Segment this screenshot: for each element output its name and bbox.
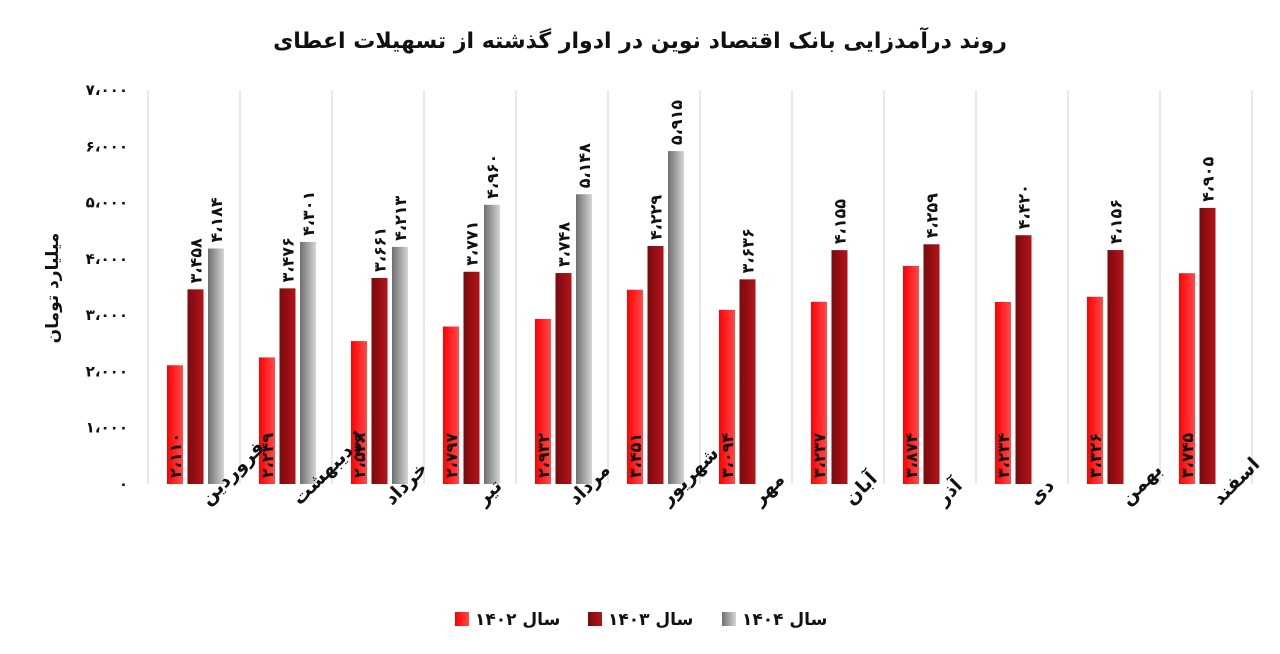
data-label: ۳،۴۵۱ xyxy=(626,433,645,478)
data-label: ۳،۲۳۷ xyxy=(810,433,829,478)
data-label: ۳،۸۷۴ xyxy=(902,433,921,478)
data-label: ۳،۷۴۸ xyxy=(555,222,574,267)
data-label: ۴،۲۵۹ xyxy=(923,193,942,238)
bar xyxy=(392,246,408,484)
data-label: ۴،۹۶۰ xyxy=(483,154,502,199)
y-axis-ticks: ۰ ۱،۰۰۰ ۲،۰۰۰ ۳،۰۰۰ ۴،۰۰۰ ۵،۰۰۰ ۶،۰۰۰ ۷،۰۰۰ xyxy=(86,81,128,493)
bar xyxy=(1015,235,1032,484)
bar xyxy=(668,151,684,484)
data-label: ۴،۲۱۳ xyxy=(391,195,410,240)
bar xyxy=(903,265,919,484)
legend: سال ۱۴۰۲ سال ۱۴۰۳ سال ۱۴۰۴ xyxy=(455,610,827,630)
bar xyxy=(555,273,572,484)
bar xyxy=(647,245,664,484)
bar xyxy=(995,301,1011,484)
bar xyxy=(811,301,827,484)
y-tick-label: ۴،۰۰۰ xyxy=(86,250,128,268)
data-label: ۴،۱۵۶ xyxy=(1107,199,1126,244)
bar xyxy=(208,248,224,484)
data-label: ۲،۷۹۷ xyxy=(442,433,461,478)
legend-swatch xyxy=(722,612,736,626)
data-label: ۳،۴۷۶ xyxy=(279,237,298,282)
bar xyxy=(371,277,388,484)
y-tick-label: ۱،۰۰۰ xyxy=(86,419,128,437)
bar xyxy=(719,309,735,484)
chart-title: روند درآمدزایی بانک اقتصاد نوین در ادوار… xyxy=(273,26,1007,54)
data-label: ۵،۱۴۸ xyxy=(575,143,594,188)
y-tick-label: ۶،۰۰۰ xyxy=(86,137,128,155)
bar xyxy=(443,326,459,484)
bar xyxy=(831,250,848,484)
y-axis-label: میلیارد تومان xyxy=(43,233,63,344)
data-label: ۵،۹۱۵ xyxy=(667,100,686,145)
bar xyxy=(167,365,183,484)
data-label: ۲،۹۳۲ xyxy=(534,433,553,478)
legend-label: سال ۱۴۰۴ xyxy=(742,610,827,630)
y-tick-label: ۰ xyxy=(119,475,128,493)
category-separators xyxy=(147,90,1253,484)
data-label: ۴،۲۲۹ xyxy=(647,195,666,240)
bars xyxy=(167,151,1216,484)
legend-swatch xyxy=(455,612,469,626)
data-label: ۳،۶۳۶ xyxy=(739,228,758,273)
data-label: ۳،۷۷۱ xyxy=(463,221,482,266)
data-label: ۳،۶۶۱ xyxy=(371,227,390,272)
bar xyxy=(279,288,296,484)
data-label: ۳،۲۳۴ xyxy=(994,433,1013,478)
x-category-label: اسفند xyxy=(1208,453,1264,509)
data-label: ۴،۳۰۱ xyxy=(299,191,318,236)
bar xyxy=(1087,296,1103,484)
bar xyxy=(627,289,643,484)
y-tick-label: ۵،۰۰۰ xyxy=(86,194,128,212)
bar xyxy=(1107,250,1124,484)
bar xyxy=(1199,207,1216,484)
data-label: ۲،۵۳۹ xyxy=(350,433,369,478)
legend-swatch xyxy=(588,612,602,626)
bar xyxy=(187,289,204,484)
bar xyxy=(463,271,480,484)
bar xyxy=(923,244,940,484)
bar xyxy=(300,241,316,484)
data-label: ۴،۹۰۵ xyxy=(1199,157,1218,202)
data-label: ۴،۱۵۵ xyxy=(831,199,850,244)
legend-label: سال ۱۴۰۳ xyxy=(608,610,693,630)
data-label: ۲،۲۴۹ xyxy=(258,433,277,478)
data-label: ۳،۳۲۶ xyxy=(1086,433,1105,478)
x-category-label: بهمن xyxy=(1116,459,1167,510)
bar xyxy=(351,341,367,484)
data-label: ۴،۴۲۰ xyxy=(1015,184,1034,229)
legend-label: سال ۱۴۰۲ xyxy=(475,610,560,630)
y-tick-label: ۲،۰۰۰ xyxy=(86,362,128,380)
bar xyxy=(1179,273,1195,484)
data-label: ۳،۰۹۴ xyxy=(718,433,737,478)
data-label: ۴،۱۸۴ xyxy=(207,197,226,242)
bar xyxy=(484,204,500,484)
bar xyxy=(739,279,756,484)
bar xyxy=(535,318,551,484)
bar xyxy=(259,357,275,484)
y-tick-label: ۷،۰۰۰ xyxy=(86,81,128,99)
data-label: ۲،۱۱۰ xyxy=(166,433,185,478)
y-tick-label: ۳،۰۰۰ xyxy=(86,306,128,324)
data-label: ۳،۴۵۸ xyxy=(187,238,206,283)
bar xyxy=(576,194,592,484)
data-label: ۳،۷۴۵ xyxy=(1178,433,1197,478)
x-category-label: شهریور xyxy=(655,442,723,510)
